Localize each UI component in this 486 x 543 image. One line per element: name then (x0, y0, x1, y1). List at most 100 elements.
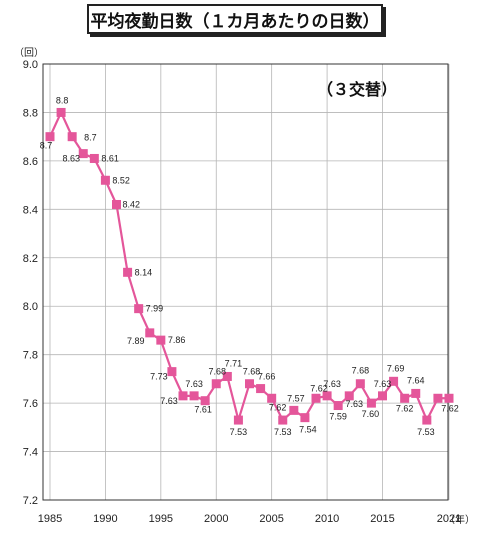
data-point (78, 149, 88, 159)
y-unit-label: （回） (14, 47, 44, 59)
data-label: 7.53 (274, 427, 292, 437)
data-label: 7.64 (407, 375, 425, 385)
data-label: 7.54 (299, 425, 317, 435)
data-point (444, 393, 454, 403)
data-point (167, 367, 177, 377)
x-unit-label: （年） (445, 513, 475, 526)
y-tick-label: 8.8 (23, 107, 38, 119)
data-label: 8.7 (84, 133, 97, 143)
series-markers (45, 107, 454, 425)
data-point (411, 388, 421, 398)
x-tick-label: 2015 (370, 513, 394, 525)
data-point (267, 393, 277, 403)
data-label: 7.57 (287, 393, 305, 403)
data-point (366, 398, 376, 408)
data-point (422, 415, 432, 425)
data-label: 7.66 (258, 372, 276, 382)
data-label: 8.7 (40, 141, 53, 151)
data-label: 7.63 (160, 396, 178, 406)
x-tick-label: 1995 (149, 513, 173, 525)
y-tick-label: 7.6 (23, 398, 38, 410)
data-point (145, 328, 155, 338)
data-label: 7.61 (194, 405, 212, 415)
plot-frame (42, 63, 449, 501)
data-point (123, 267, 133, 277)
x-axis-ticks: 1985 1990 1995 2000 2005 2010 2015 2021 (38, 513, 461, 525)
data-label: 8.63 (62, 154, 80, 164)
data-label: 7.99 (146, 304, 164, 314)
y-tick-label: 8.0 (23, 301, 38, 313)
data-point (45, 132, 55, 142)
data-label: 7.59 (329, 412, 347, 422)
data-point (278, 415, 288, 425)
y-tick-label: 9.0 (23, 59, 38, 71)
x-tick-label: 1990 (93, 513, 117, 525)
x-tick-label: 2005 (259, 513, 283, 525)
data-label: 8.14 (135, 267, 153, 277)
data-label: 7.86 (168, 335, 186, 345)
chart-title: 平均夜勤日数（１カ月あたりの日数） (87, 4, 383, 34)
data-label: 7.68 (243, 367, 261, 377)
data-point (189, 391, 199, 401)
data-point (178, 391, 188, 401)
data-label: 8.8 (56, 95, 69, 105)
data-point (355, 379, 365, 389)
data-label: 7.89 (127, 336, 145, 346)
data-point (112, 199, 121, 209)
data-point (433, 393, 443, 403)
y-axis-ticks: 7.2 7.4 7.6 7.8 8.0 8.2 8.4 8.6 8.8 9.0 (23, 59, 38, 507)
data-point (256, 384, 266, 394)
data-point (245, 379, 254, 389)
data-label: 7.68 (352, 366, 370, 376)
y-tick-label: 7.4 (23, 447, 38, 459)
data-point (222, 371, 232, 381)
data-label: 7.69 (387, 363, 405, 373)
data-point (300, 413, 310, 423)
data-point (56, 107, 66, 117)
data-point (89, 153, 99, 163)
x-tick-label: 2000 (204, 513, 228, 525)
data-label: 7.63 (323, 379, 341, 389)
data-point (344, 391, 354, 401)
data-point (289, 405, 299, 415)
data-point (156, 335, 166, 345)
data-point (378, 391, 387, 401)
y-tick-label: 8.4 (23, 204, 38, 216)
data-label: 7.62 (396, 403, 414, 413)
data-point (400, 393, 410, 403)
x-tick-label: 1985 (38, 513, 62, 525)
y-tick-label: 7.8 (23, 350, 38, 362)
data-point (389, 376, 399, 386)
data-labels: 8.7 8.8 8.7 8.63 8.61 8.52 8.42 8.14 7.99 7.89 7.8… (40, 95, 459, 437)
data-label: 7.62 (269, 402, 287, 412)
data-point (200, 396, 210, 406)
data-label: 7.68 (208, 367, 226, 377)
data-point (311, 393, 321, 403)
data-label: 7.62 (441, 403, 459, 413)
shift-annotation: （３交替） (317, 80, 397, 99)
data-point (100, 175, 110, 185)
data-label: 7.53 (417, 427, 435, 437)
data-label: 7.63 (185, 379, 203, 389)
data-label: 7.63 (374, 379, 392, 389)
data-label: 7.62 (310, 383, 328, 393)
data-label: 7.60 (362, 409, 380, 419)
x-tick-label: 2021 (437, 513, 461, 525)
y-tick-label: 7.2 (23, 495, 38, 507)
data-point (211, 379, 221, 389)
data-label: 8.52 (112, 175, 130, 185)
data-label: 7.71 (225, 358, 243, 368)
data-point (67, 132, 77, 142)
data-label: 7.53 (230, 427, 248, 437)
data-point (333, 401, 343, 411)
y-tick-label: 8.2 (23, 253, 38, 265)
data-point (233, 415, 243, 425)
data-label: 7.73 (150, 372, 168, 382)
data-point (134, 304, 144, 314)
x-tick-label: 2010 (315, 513, 339, 525)
y-tick-label: 8.6 (23, 156, 38, 168)
data-label: 8.61 (101, 153, 119, 163)
data-point (322, 391, 332, 401)
data-label: 7.63 (345, 399, 363, 409)
